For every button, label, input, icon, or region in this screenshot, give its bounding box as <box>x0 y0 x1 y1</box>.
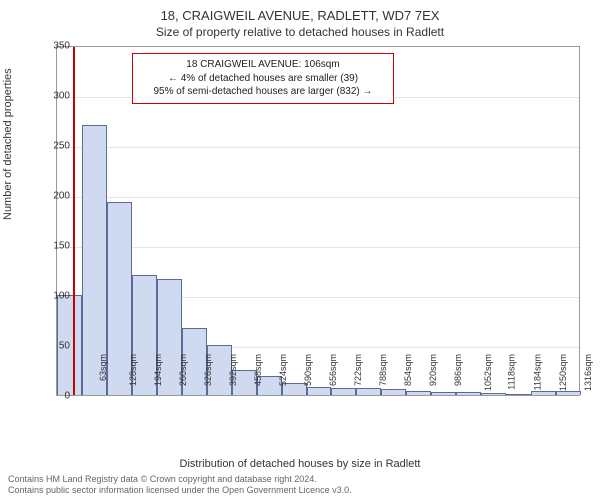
footer-attribution: Contains HM Land Registry data © Crown c… <box>8 474 352 496</box>
ytick-label: 200 <box>40 191 70 202</box>
xtick-label: 656sqm <box>328 354 338 386</box>
property-marker-line <box>73 47 75 395</box>
annotation-box: 18 CRAIGWEIL AVENUE: 106sqm← 4% of detac… <box>132 53 394 104</box>
xtick-label: 1184sqm <box>532 354 542 390</box>
gridline-h <box>57 147 579 148</box>
ytick-label: 150 <box>40 241 70 252</box>
histogram-bar <box>456 392 481 395</box>
xtick-label: 458sqm <box>253 354 263 386</box>
histogram-bar <box>356 388 381 395</box>
annotation-line2: ← 4% of detached houses are smaller (39) <box>141 72 385 86</box>
histogram-bar <box>481 393 506 395</box>
histogram-bar <box>531 391 556 395</box>
ytick-label: 250 <box>40 141 70 152</box>
y-axis-label: Number of detached properties <box>2 68 14 220</box>
xtick-label: 63sqm <box>98 354 108 381</box>
annotation-line1: 18 CRAIGWEIL AVENUE: 106sqm <box>141 58 385 72</box>
histogram-bar <box>406 391 431 395</box>
xtick-label: 1052sqm <box>483 354 493 391</box>
chart-title-sub: Size of property relative to detached ho… <box>0 23 600 39</box>
xtick-label: 260sqm <box>178 354 188 386</box>
histogram-bar <box>431 392 456 395</box>
xtick-label: 392sqm <box>228 354 238 386</box>
xtick-label: 788sqm <box>378 354 388 386</box>
ytick-label: 300 <box>40 91 70 102</box>
xtick-label: 590sqm <box>303 354 313 386</box>
xtick-label: 128sqm <box>128 354 138 386</box>
xtick-label: 722sqm <box>353 354 363 386</box>
ytick-label: 350 <box>40 41 70 52</box>
footer-line2: Contains public sector information licen… <box>8 485 352 495</box>
ytick-label: 100 <box>40 291 70 302</box>
histogram-bar <box>307 387 332 395</box>
xtick-label: 920sqm <box>428 354 438 386</box>
xtick-label: 854sqm <box>403 354 413 386</box>
annotation-line3: 95% of semi-detached houses are larger (… <box>141 85 385 99</box>
gridline-h <box>57 247 579 248</box>
xtick-label: 194sqm <box>153 354 163 386</box>
histogram-bar <box>506 394 531 395</box>
xtick-label: 986sqm <box>453 354 463 386</box>
chart-plot-area: 18 CRAIGWEIL AVENUE: 106sqm← 4% of detac… <box>56 46 580 396</box>
ytick-label: 50 <box>40 341 70 352</box>
ytick-label: 0 <box>40 391 70 402</box>
xtick-label: 326sqm <box>203 354 213 386</box>
histogram-bar <box>381 389 406 395</box>
xtick-label: 1250sqm <box>558 354 568 391</box>
gridline-h <box>57 197 579 198</box>
histogram-bar <box>331 388 356 395</box>
xtick-label: 1118sqm <box>506 354 516 390</box>
footer-line1: Contains HM Land Registry data © Crown c… <box>8 474 317 484</box>
xtick-label: 524sqm <box>278 354 288 386</box>
xtick-label: 1316sqm <box>583 354 593 391</box>
x-axis-label: Distribution of detached houses by size … <box>0 458 600 470</box>
chart-title-main: 18, CRAIGWEIL AVENUE, RADLETT, WD7 7EX <box>0 0 600 23</box>
histogram-bar <box>556 391 581 395</box>
